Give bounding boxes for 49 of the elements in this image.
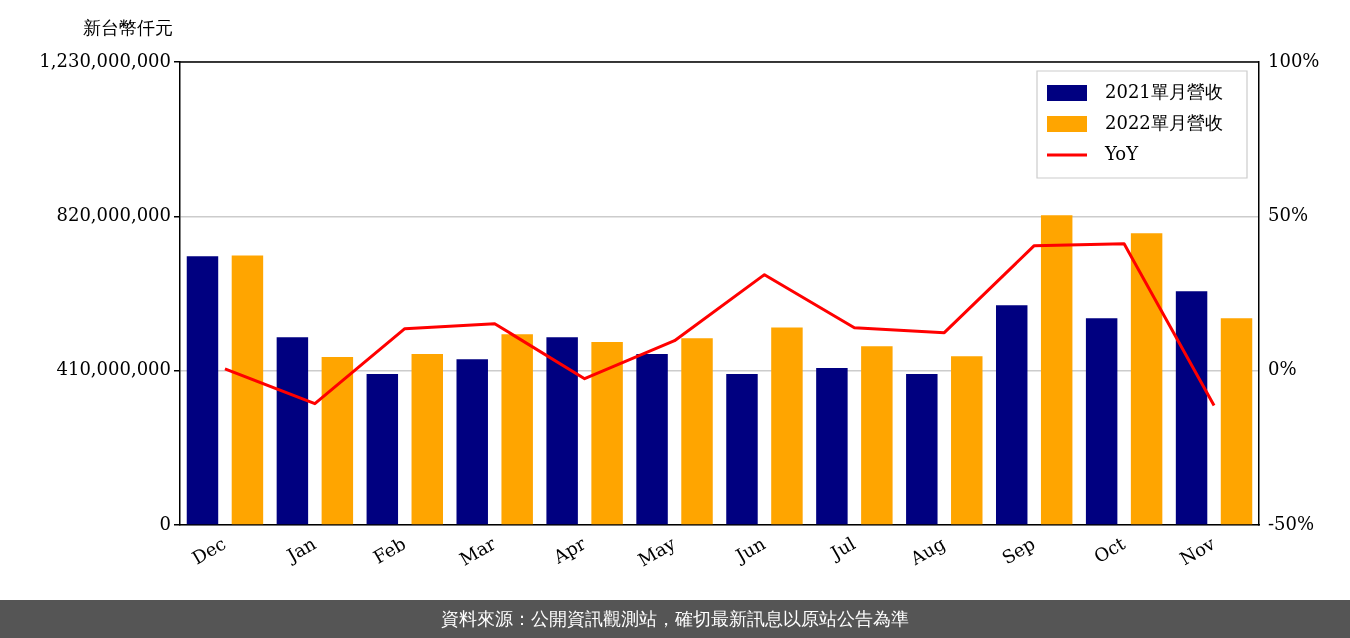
bar bbox=[681, 338, 713, 525]
bar bbox=[951, 356, 983, 525]
x-tick-label: Oct bbox=[1090, 532, 1130, 567]
y2-tick-label: 100% bbox=[1268, 49, 1320, 71]
legend-label: 2021單月營收 bbox=[1105, 80, 1223, 102]
bar bbox=[1220, 318, 1253, 525]
bar bbox=[411, 354, 444, 525]
x-tick-label: Nov bbox=[1176, 532, 1220, 570]
y2-tick-label: 0% bbox=[1268, 358, 1297, 380]
bar bbox=[591, 342, 623, 525]
x-tick-label: Apr bbox=[548, 532, 590, 568]
bar bbox=[1040, 215, 1073, 525]
bar bbox=[1175, 291, 1208, 525]
x-tick-label: Dec bbox=[188, 532, 230, 569]
bar bbox=[456, 359, 488, 525]
x-tick-label: Sep bbox=[998, 532, 1039, 569]
bar bbox=[726, 374, 758, 525]
bar bbox=[906, 374, 938, 525]
bar bbox=[995, 305, 1028, 525]
bar bbox=[636, 354, 668, 525]
y2-tick-label: 50% bbox=[1268, 204, 1309, 226]
y-tick-label: 0 bbox=[159, 512, 171, 534]
bar bbox=[771, 327, 803, 525]
x-tick-label: Aug bbox=[906, 532, 949, 570]
source-note: 資料來源：公開資訊觀測站，確切最新訊息以原站公告為準 bbox=[0, 600, 1350, 638]
y-axis-title: 新台幣仟元 bbox=[83, 16, 173, 38]
legend-label: YoY bbox=[1104, 142, 1140, 164]
bar bbox=[816, 368, 848, 525]
bar bbox=[321, 357, 354, 525]
bar bbox=[231, 255, 264, 525]
x-tick-label: Jul bbox=[825, 532, 859, 565]
bar bbox=[366, 374, 399, 525]
x-tick-label: Feb bbox=[369, 532, 410, 568]
x-tick-label: May bbox=[634, 532, 680, 571]
bar bbox=[276, 337, 309, 525]
bar bbox=[186, 256, 219, 525]
x-tick-label: Jun bbox=[730, 532, 770, 568]
y-tick-label: 820,000,000 bbox=[56, 204, 171, 226]
x-tick-label: Jan bbox=[281, 532, 320, 567]
y2-tick-label: -50% bbox=[1268, 512, 1315, 534]
y-tick-label: 410,000,000 bbox=[56, 358, 171, 380]
y-tick-label: 1,230,000,000 bbox=[39, 49, 171, 71]
bar bbox=[861, 346, 893, 525]
bar bbox=[1130, 233, 1163, 525]
bar bbox=[1085, 318, 1118, 525]
legend-label: 2022單月營收 bbox=[1105, 111, 1223, 133]
bar bbox=[501, 334, 533, 525]
bar bbox=[546, 337, 578, 525]
x-tick-label: Mar bbox=[455, 532, 500, 570]
